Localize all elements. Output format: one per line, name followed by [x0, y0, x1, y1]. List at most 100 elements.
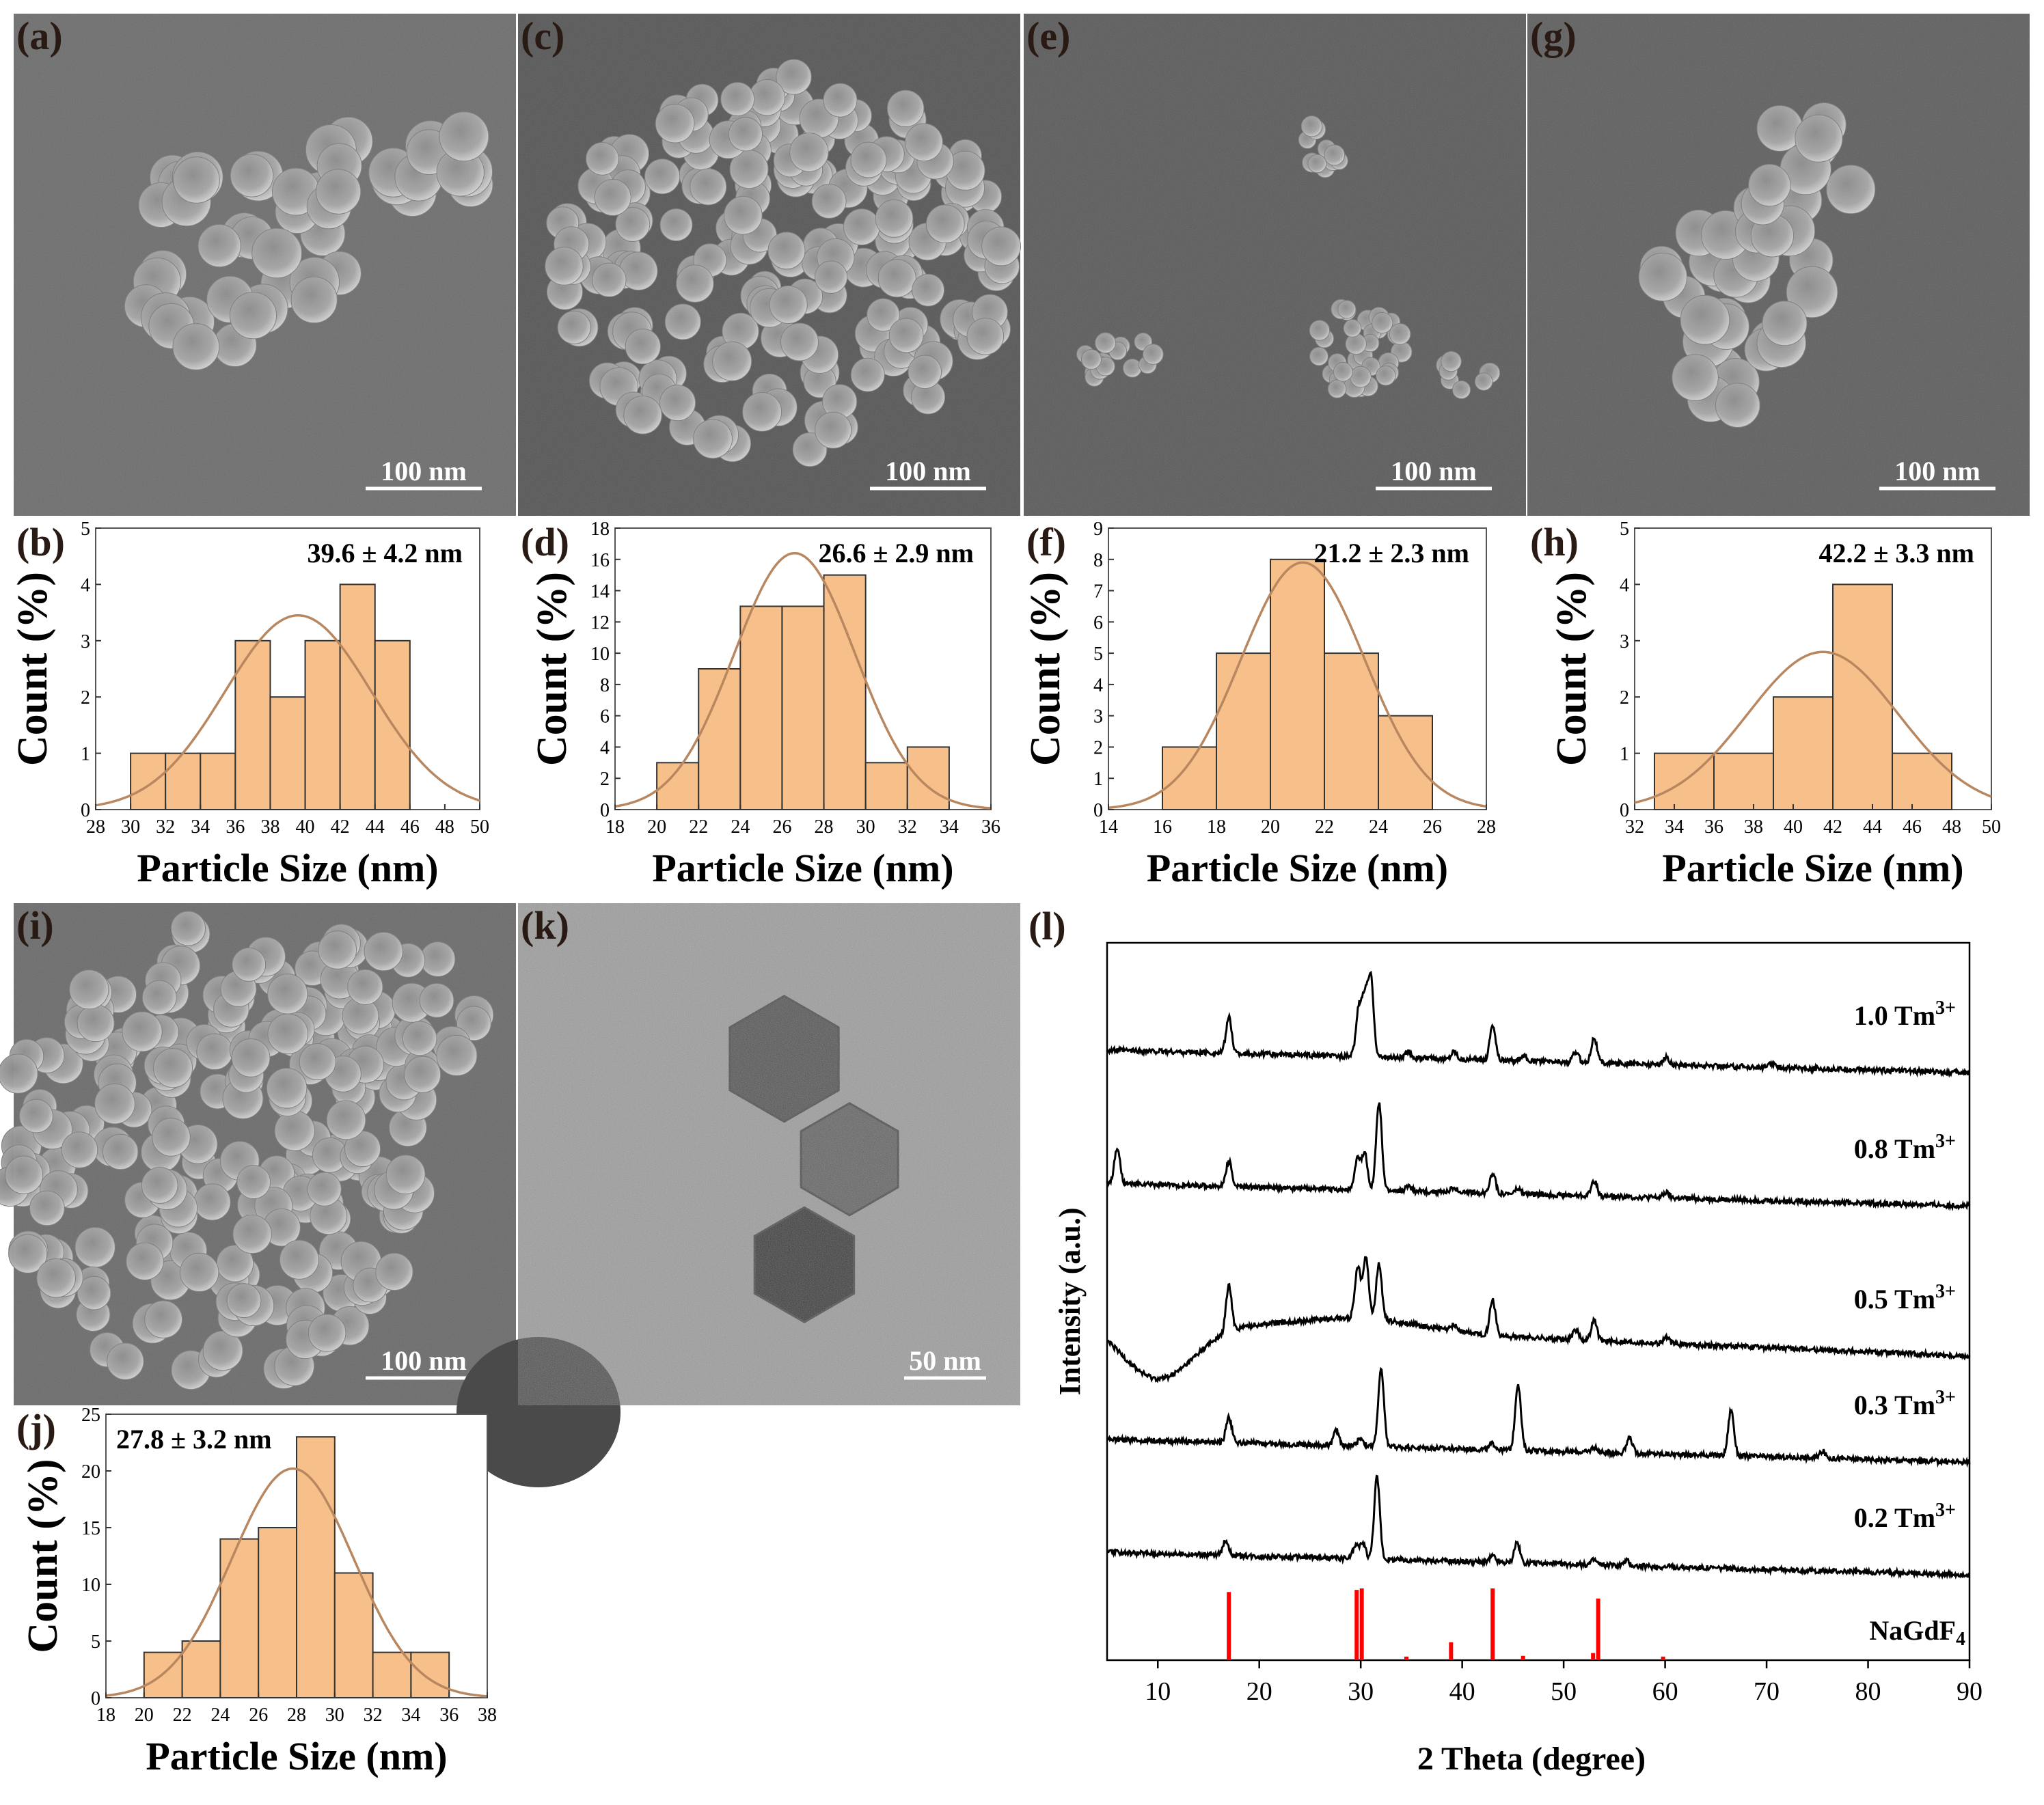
panel-label: (b) [16, 520, 65, 564]
x-tick-label: 38 [1744, 816, 1763, 838]
y-tick-label: 4 [1620, 575, 1629, 596]
x-tick-label: 18 [96, 1705, 115, 1726]
gaussian-fit-curve [1108, 561, 1487, 810]
micrograph-texture [14, 903, 516, 1405]
x-tick-label: 30 [121, 816, 140, 838]
y-tick-label: 0 [1093, 800, 1103, 821]
y-axis-label: Intensity (a.u.) [1053, 1207, 1087, 1395]
histogram-bar [1378, 715, 1433, 810]
x-tick-label: 38 [478, 1705, 497, 1726]
x-axis-label: Particle Size (nm) [1662, 846, 1963, 890]
y-tick-label: 2 [600, 769, 610, 790]
x-tick-label: 40 [1449, 1677, 1475, 1706]
scale-bar-label: 100 nm [381, 456, 467, 486]
gaussian-fit-curve [95, 614, 480, 807]
xrd-pattern-line [1106, 1366, 1971, 1468]
y-tick-label: 0 [81, 800, 90, 821]
panel-label: (l) [1028, 904, 1066, 948]
x-tick-label: 40 [1784, 816, 1803, 838]
y-tick-label: 6 [1093, 612, 1103, 633]
x-tick-label: 40 [296, 816, 315, 838]
micrograph-e: (e) 100 nm [1024, 14, 1526, 516]
series-label-superscript: 3+ [1935, 1281, 1956, 1302]
histogram-j: 18 20 22 24 26 28 30 32 34 36 38 0 5 10 15 20 25 Particle… [16, 1405, 497, 1778]
histogram-bar [781, 605, 825, 810]
y-tick-label: 1 [1093, 769, 1103, 790]
x-tick-label: 42 [1823, 816, 1842, 838]
panel-label: (k) [521, 903, 569, 948]
micrograph-texture [518, 14, 1020, 516]
scale-bar-label: 100 nm [1391, 456, 1477, 486]
micrograph-g: (g) 100 nm [1527, 14, 2030, 516]
y-tick-label: 4 [81, 575, 90, 596]
histogram-bar [1162, 746, 1217, 811]
y-tick-label: 6 [600, 706, 610, 728]
histogram-bar [739, 605, 783, 810]
x-tick-label: 50 [470, 816, 489, 838]
x-tick-label: 20 [135, 1705, 154, 1726]
x-tick-label: 20 [1246, 1677, 1272, 1706]
x-tick-label: 34 [401, 1705, 420, 1726]
xrd-pattern-line [1106, 970, 1970, 1078]
y-tick-label: 4 [1093, 675, 1103, 696]
histogram-bar [1324, 652, 1379, 810]
micrograph-a: (a) 100 nm [14, 14, 516, 516]
y-axis-label: Count (%) [529, 572, 575, 766]
x-tick-label: 28 [1477, 816, 1496, 838]
histogram-bar [181, 1640, 221, 1698]
mean-size-annotation: 26.6 ± 2.9 nm [818, 538, 974, 568]
series-label: 0.2 Tm3+ [1854, 1500, 1956, 1533]
x-axis-label: Particle Size (nm) [1147, 846, 1448, 890]
x-tick-label: 36 [226, 816, 245, 838]
x-tick-label: 14 [1099, 816, 1118, 838]
histogram-bar [864, 762, 908, 811]
panel-label: (g) [1530, 14, 1577, 58]
x-tick-label: 30 [325, 1705, 344, 1726]
x-tick-label: 48 [435, 816, 454, 838]
x-tick-label: 36 [981, 816, 1000, 838]
series-label: 0.8 Tm3+ [1854, 1131, 1956, 1164]
y-axis-label: Count (%) [1549, 572, 1595, 766]
mean-size-annotation: 27.8 ± 3.2 nm [116, 1424, 272, 1455]
x-axis-label: Particle Size (nm) [137, 846, 438, 890]
x-tick-label: 28 [86, 816, 105, 838]
histogram-bar [339, 583, 376, 811]
plot-frame [1106, 941, 1971, 1662]
y-tick-label: 3 [1620, 631, 1629, 652]
histogram-bar [200, 752, 236, 810]
series-label-superscript: 3+ [1935, 1387, 1956, 1408]
histogram-bar [258, 1527, 298, 1698]
histogram-bar [1832, 583, 1893, 811]
x-tick-label: 38 [260, 816, 280, 838]
x-tick-label: 26 [249, 1705, 268, 1726]
x-tick-label: 24 [210, 1705, 230, 1726]
x-tick-label: 60 [1652, 1677, 1678, 1706]
y-tick-label: 3 [81, 631, 90, 652]
panel-label: (h) [1530, 520, 1579, 564]
panel-label: (d) [521, 520, 569, 564]
x-tick-label: 90 [1957, 1677, 1982, 1706]
reference-label-subscript: 4 [1956, 1629, 1965, 1650]
y-tick-label: 8 [1093, 550, 1103, 571]
xrd-pattern-line [1107, 1474, 1970, 1580]
x-tick-label: 10 [1145, 1677, 1171, 1706]
x-tick-label: 30 [1348, 1677, 1374, 1706]
x-tick-label: 32 [156, 816, 175, 838]
histogram-bar [165, 752, 202, 810]
histogram-bar [823, 574, 867, 811]
mean-size-annotation: 21.2 ± 2.3 nm [1313, 538, 1469, 568]
scale-bar-label: 50 nm [909, 1345, 981, 1376]
micrograph-texture [1024, 14, 1526, 516]
x-tick-label: 44 [1863, 816, 1882, 838]
y-tick-label: 5 [1093, 644, 1103, 665]
y-tick-label: 2 [81, 687, 90, 708]
x-tick-label: 22 [689, 816, 708, 838]
scale-bar-label: 100 nm [381, 1345, 467, 1376]
x-tick-label: 50 [1551, 1677, 1577, 1706]
y-tick-label: 7 [1093, 581, 1103, 603]
x-tick-label: 16 [1153, 816, 1172, 838]
y-tick-label: 1 [81, 744, 90, 765]
